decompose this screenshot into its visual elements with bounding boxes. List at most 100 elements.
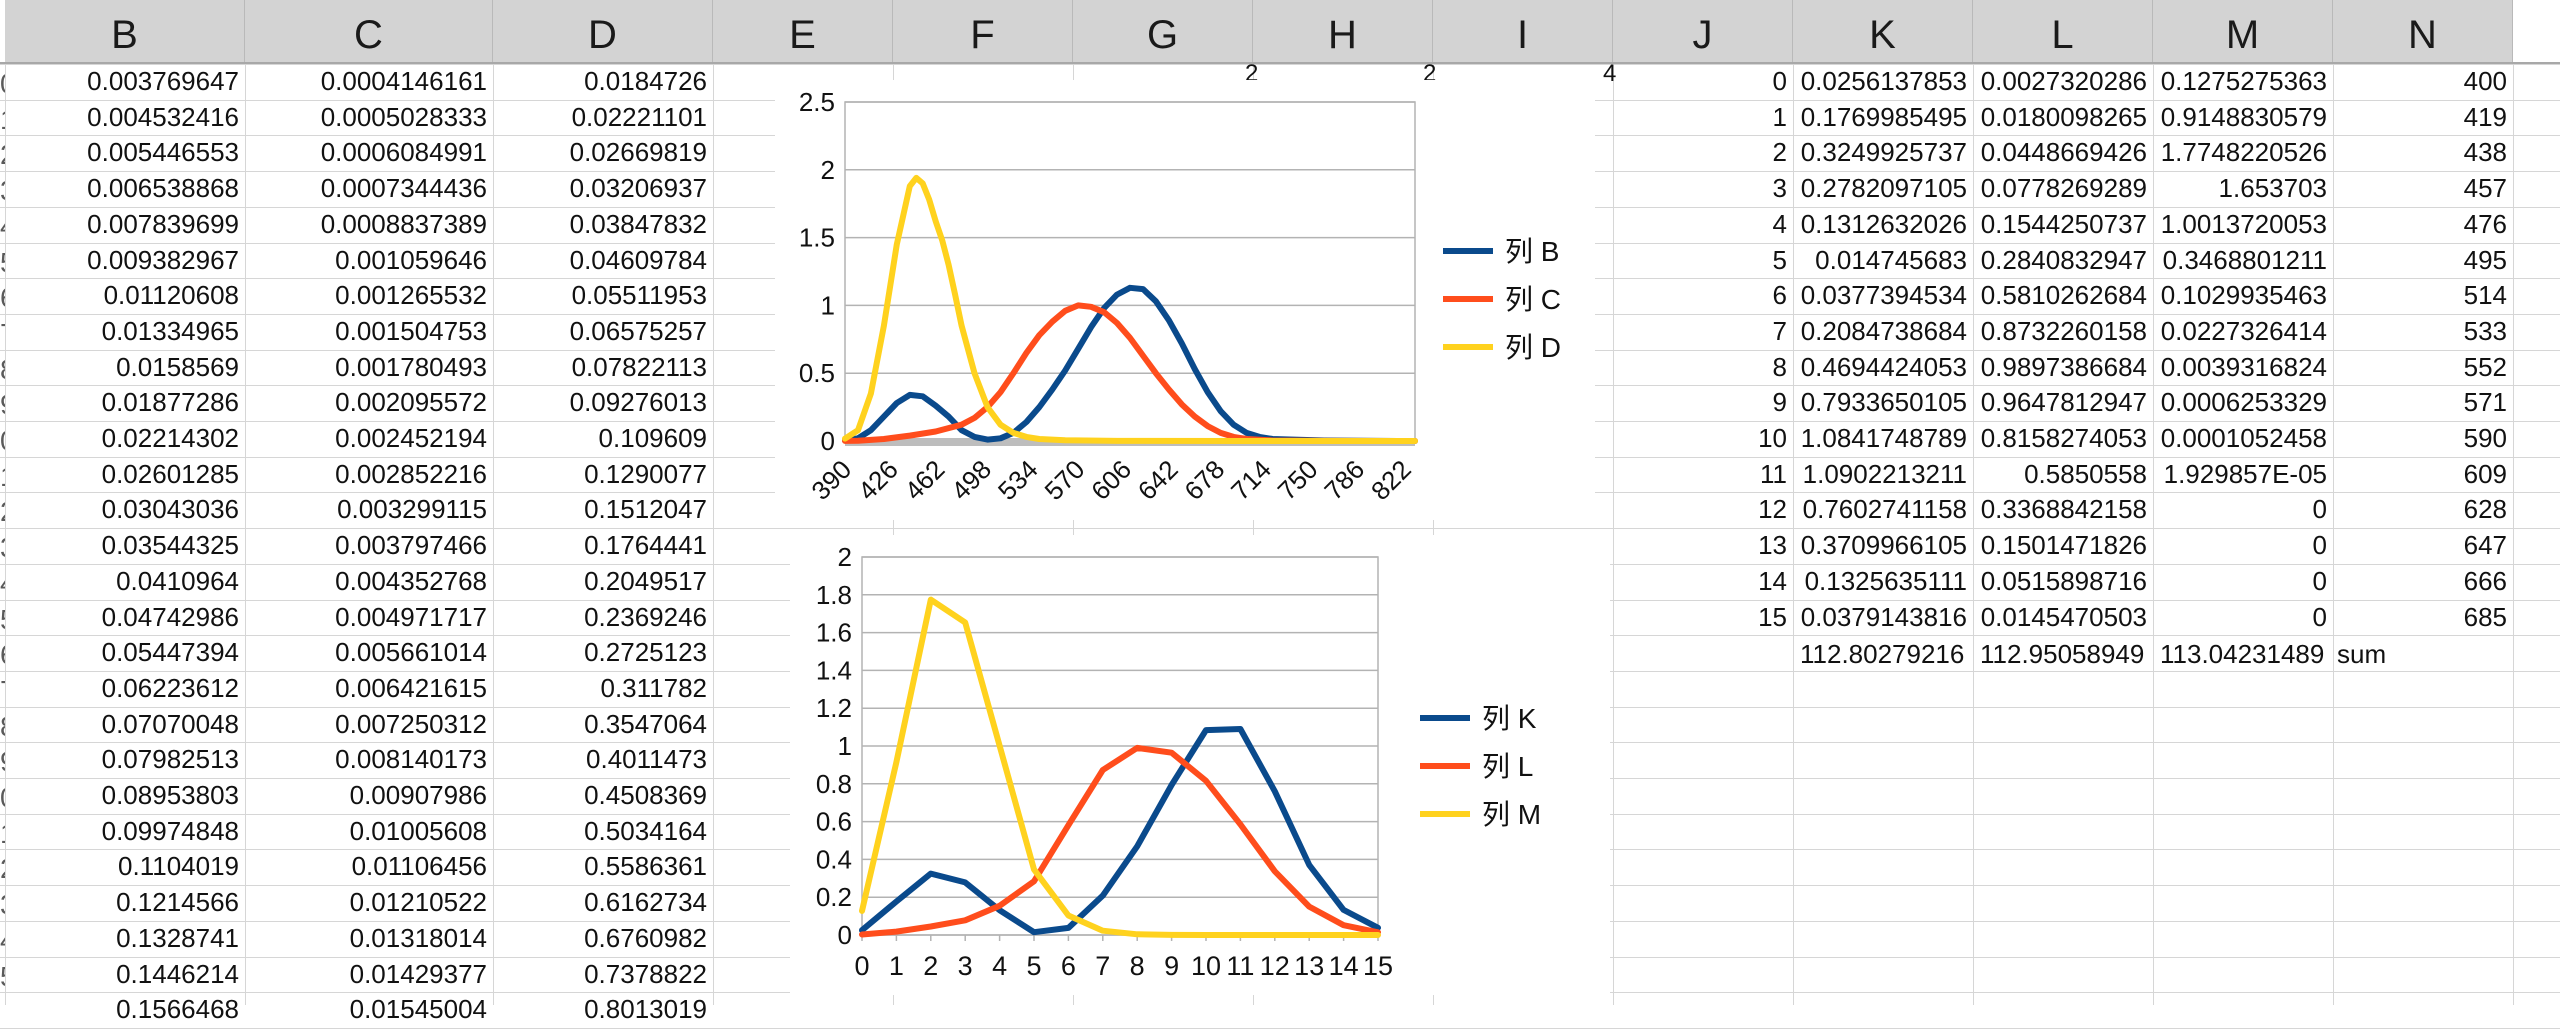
- row-header[interactable]: 8: [0, 354, 5, 386]
- cell-m[interactable]: 0.0006253329: [2160, 387, 2327, 417]
- cell-b[interactable]: 0.1104019: [118, 851, 239, 881]
- cell-c[interactable]: 0.0007344436: [320, 173, 487, 203]
- cell-k[interactable]: 0.0256137853: [1800, 66, 1967, 96]
- cell-d[interactable]: 0.3547064: [584, 709, 707, 739]
- cell-d[interactable]: 0.8013019: [584, 994, 707, 1024]
- cell-d[interactable]: 0.6760982: [584, 923, 707, 953]
- row-header[interactable]: 6: [0, 282, 5, 314]
- cell-m[interactable]: 0.0001052458: [2160, 423, 2327, 453]
- cell-b[interactable]: 0.004532416: [87, 102, 239, 132]
- cell-l[interactable]: 0.3368842158: [1980, 494, 2147, 524]
- cell-b[interactable]: 0.02601285: [101, 459, 239, 489]
- row-header[interactable]: 2: [0, 496, 5, 528]
- row-header[interactable]: 5: [0, 604, 5, 636]
- row-header[interactable]: 0: [0, 782, 5, 814]
- cell-l[interactable]: 0.5810262684: [1980, 280, 2147, 310]
- cell-m[interactable]: 0: [2312, 566, 2327, 596]
- cell-c[interactable]: 0.006421615: [335, 673, 487, 703]
- cell-m[interactable]: 0.0227326414: [2160, 316, 2327, 346]
- cell-k[interactable]: 0.1325635111: [1804, 566, 1967, 596]
- cell-b[interactable]: 0.03544325: [101, 530, 239, 560]
- cell-k[interactable]: 1.0841748789: [1800, 423, 1967, 453]
- cell-d[interactable]: 0.04609784: [569, 245, 707, 275]
- cell-k[interactable]: 0.014745683: [1815, 245, 1967, 275]
- row-header[interactable]: 7: [0, 675, 5, 707]
- cell-d[interactable]: 0.03847832: [569, 209, 707, 239]
- row-header[interactable]: 1: [0, 104, 5, 136]
- row-header[interactable]: 9: [0, 746, 5, 778]
- cell-b[interactable]: 0.0410964: [116, 566, 239, 596]
- cell-b[interactable]: 0.01334965: [101, 316, 239, 346]
- cell-c[interactable]: 0.01545004: [349, 994, 487, 1024]
- cell-d[interactable]: 0.2369246: [584, 602, 707, 632]
- cell-d[interactable]: 0.1512047: [584, 494, 707, 524]
- row-header[interactable]: 1: [0, 818, 5, 850]
- cell-l[interactable]: 0.9897386684: [1980, 352, 2147, 382]
- cell-n[interactable]: 628: [2463, 494, 2507, 524]
- cell-c[interactable]: 0.01106456: [351, 851, 487, 881]
- cell-m[interactable]: 0.3468801211: [2162, 245, 2327, 275]
- cell-m[interactable]: 1.929857E-05: [2163, 459, 2327, 489]
- cell-j[interactable]: 2: [1772, 137, 1787, 167]
- cell-c[interactable]: 0.01210522: [349, 887, 487, 917]
- cell-j[interactable]: 3: [1772, 173, 1787, 203]
- column-header-k[interactable]: K: [1793, 0, 1973, 62]
- cell-l[interactable]: 0.9647812947: [1980, 387, 2147, 417]
- row-header[interactable]: 4: [0, 568, 5, 600]
- cell-l[interactable]: 0.0515898716: [1980, 566, 2147, 596]
- cell-j[interactable]: 0: [1772, 66, 1787, 96]
- column-header-d[interactable]: D: [493, 0, 713, 62]
- cell-c[interactable]: 0.007250312: [335, 709, 487, 739]
- row-header[interactable]: 7: [0, 318, 5, 350]
- column-header-f[interactable]: F: [893, 0, 1073, 62]
- column-header-c[interactable]: C: [245, 0, 493, 62]
- cell-l[interactable]: 0.2840832947: [1980, 245, 2147, 275]
- cell-c[interactable]: 0.004352768: [335, 566, 487, 596]
- cell-m[interactable]: 0: [2312, 602, 2327, 632]
- cell-c[interactable]: 0.0004146161: [320, 66, 487, 96]
- cell-k[interactable]: 0.2084738684: [1800, 316, 1967, 346]
- cell-c[interactable]: 0.003299115: [337, 494, 487, 524]
- row-header[interactable]: 3: [0, 175, 5, 207]
- cell-d[interactable]: 0.02221101: [571, 102, 707, 132]
- cell-n[interactable]: 495: [2463, 245, 2507, 275]
- chart-1[interactable]: 0 0.5 1 1.5 2 2.5 390 426 462 498 534 570 606 642 678 7…: [775, 80, 1595, 520]
- cell-m[interactable]: 1.7748220526: [2160, 137, 2327, 167]
- cell-j[interactable]: 1: [1772, 102, 1787, 132]
- cell-k[interactable]: 0.1312632026: [1800, 209, 1967, 239]
- cell-d[interactable]: 0.5034164: [584, 816, 707, 846]
- cell-j[interactable]: 10: [1758, 423, 1787, 453]
- cell-d[interactable]: 0.2049517: [584, 566, 707, 596]
- row-header[interactable]: 5: [0, 961, 5, 993]
- cell-b[interactable]: 0.0158569: [116, 352, 239, 382]
- row-header[interactable]: 2: [0, 139, 5, 171]
- cell-b[interactable]: 0.1214566: [116, 887, 239, 917]
- row-header[interactable]: 2: [0, 853, 5, 885]
- cell-c[interactable]: 0.0008837389: [320, 209, 487, 239]
- cell-b[interactable]: 0.009382967: [87, 245, 239, 275]
- cell-b[interactable]: 0.08953803: [101, 780, 239, 810]
- cell-b[interactable]: 0.005446553: [87, 137, 239, 167]
- cell-m[interactable]: 0: [2312, 494, 2327, 524]
- cell-b[interactable]: 0.09974848: [101, 816, 239, 846]
- cell-j[interactable]: 5: [1772, 245, 1787, 275]
- cell-d[interactable]: 0.6162734: [584, 887, 707, 917]
- cell-c[interactable]: 0.0005028333: [320, 102, 487, 132]
- cell-c[interactable]: 0.003797466: [335, 530, 487, 560]
- row-header[interactable]: 1: [0, 461, 5, 493]
- cell-n[interactable]: 476: [2463, 209, 2507, 239]
- cell-b[interactable]: 0.04742986: [101, 602, 239, 632]
- cell-c[interactable]: 0.001265532: [335, 280, 487, 310]
- cell-b[interactable]: 0.1566468: [116, 994, 239, 1024]
- cell-n[interactable]: 514: [2463, 280, 2507, 310]
- cell-b[interactable]: 0.06223612: [101, 673, 239, 703]
- cell-m[interactable]: 0.9148830579: [2160, 102, 2327, 132]
- cell-c[interactable]: 0.01005608: [349, 816, 487, 846]
- cell-b[interactable]: 0.1446214: [116, 959, 239, 989]
- cell-c[interactable]: 0.004971717: [335, 602, 487, 632]
- row-header[interactable]: 0: [0, 425, 5, 457]
- cell-d[interactable]: 0.4508369: [584, 780, 707, 810]
- cell-l[interactable]: 0.5850558: [2024, 459, 2147, 489]
- cell-n[interactable]: 666: [2463, 566, 2507, 596]
- cell-m[interactable]: 1.0013720053: [2160, 209, 2327, 239]
